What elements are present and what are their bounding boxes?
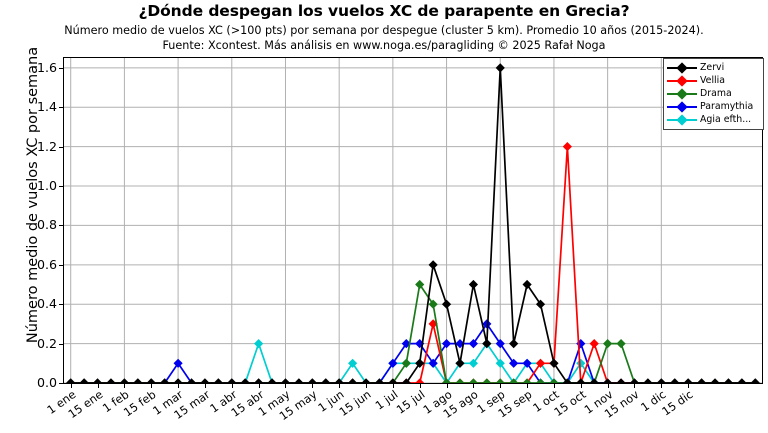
x-axis-tick-mark xyxy=(527,383,529,388)
x-axis-tick-mark xyxy=(312,383,314,388)
legend-item-label: Vellia xyxy=(700,74,726,86)
y-axis-tick-mark xyxy=(59,186,64,188)
x-axis-tick-mark xyxy=(580,383,582,388)
chart-source-note: Fuente: Xcontest. Más análisis en www.no… xyxy=(162,39,606,52)
y-axis-tick-mark xyxy=(59,304,64,306)
y-axis-tick-label: 1.0 xyxy=(36,178,57,194)
legend-diamond-icon xyxy=(676,113,688,126)
x-axis-tick-mark xyxy=(392,383,394,388)
y-axis-tick-mark xyxy=(59,107,64,109)
x-axis-tick-mark xyxy=(285,383,287,388)
y-axis-tick-mark xyxy=(59,67,64,69)
x-axis-tick-mark xyxy=(473,383,475,388)
y-axis-label: Número medio de vuelos XC por semana xyxy=(25,46,41,344)
series-vellia xyxy=(66,142,760,383)
x-axis-tick-mark xyxy=(70,383,72,388)
x-axis-tick-mark xyxy=(231,383,233,388)
legend-item-label: Zervi xyxy=(700,61,725,73)
chart-svg xyxy=(64,58,762,383)
y-axis-tick-mark xyxy=(59,383,64,384)
legend-diamond-icon xyxy=(676,87,688,100)
y-axis-tick-label: 1.6 xyxy=(36,59,57,75)
legend-item[interactable]: Drama xyxy=(667,87,760,100)
x-axis-tick-mark xyxy=(97,383,99,388)
x-axis-tick-mark xyxy=(339,383,341,388)
y-axis-tick-label: 1.4 xyxy=(36,99,57,115)
legend-swatch xyxy=(667,113,697,126)
series-drama xyxy=(66,279,760,383)
legend-item-label: Paramythia xyxy=(700,100,754,112)
y-axis-tick-label: 0.6 xyxy=(36,256,57,272)
x-axis-tick-mark xyxy=(607,383,609,388)
y-axis-tick-label: 0.0 xyxy=(36,375,57,390)
chart-legend: Zervi Vellia Drama Paramythia Agia efth... xyxy=(663,58,764,130)
legend-diamond-icon xyxy=(676,100,688,113)
x-axis-tick-mark xyxy=(446,383,448,388)
y-axis-tick-label: 0.4 xyxy=(36,296,57,312)
legend-swatch xyxy=(667,74,697,87)
y-axis-tick-label: 0.2 xyxy=(36,335,57,351)
x-axis-tick-mark xyxy=(204,383,206,388)
x-axis-tick-mark xyxy=(661,383,663,388)
x-axis-tick-mark xyxy=(419,383,421,388)
legend-item-label: Agia efth... xyxy=(700,113,752,125)
series-zervi xyxy=(66,63,760,383)
x-axis-tick-mark xyxy=(366,383,368,388)
legend-diamond-icon xyxy=(676,61,688,74)
x-axis-tick-mark xyxy=(688,383,690,388)
plot-area xyxy=(63,57,763,384)
legend-item-label: Drama xyxy=(700,87,732,99)
y-axis-tick-mark xyxy=(59,264,64,266)
y-axis-tick-mark xyxy=(59,225,64,227)
legend-item[interactable]: Vellia xyxy=(667,74,760,87)
legend-item[interactable]: Agia efth... xyxy=(667,113,760,126)
legend-item[interactable]: Zervi xyxy=(667,61,760,74)
x-axis-tick-mark xyxy=(258,383,260,388)
x-axis-tick-mark xyxy=(553,383,555,388)
chart-subtitle: Número medio de vuelos XC (>100 pts) por… xyxy=(64,24,704,37)
y-axis-tick-label: 0.8 xyxy=(36,217,57,233)
legend-swatch xyxy=(667,61,697,74)
legend-swatch xyxy=(667,87,697,100)
y-axis-tick-mark xyxy=(59,146,64,148)
y-axis-tick-label: 1.2 xyxy=(36,138,57,154)
x-axis-tick-mark xyxy=(178,383,180,388)
x-axis-tick-mark xyxy=(500,383,502,388)
x-axis-tick-mark xyxy=(151,383,153,388)
legend-diamond-icon xyxy=(676,74,688,87)
x-axis-tick-mark xyxy=(124,383,126,388)
legend-swatch xyxy=(667,100,697,113)
legend-item[interactable]: Paramythia xyxy=(667,100,760,113)
chart-title: ¿Dónde despegan los vuelos XC de parapen… xyxy=(138,2,630,20)
y-axis-tick-mark xyxy=(59,343,64,345)
x-axis-tick-mark xyxy=(634,383,636,388)
